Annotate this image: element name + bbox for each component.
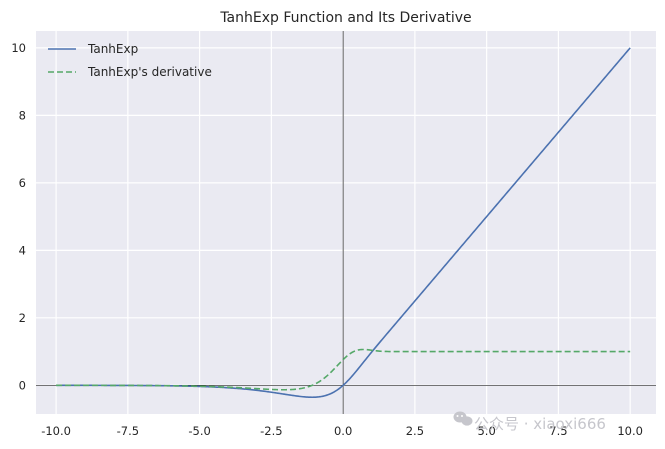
- plot-area: [36, 31, 656, 414]
- x-tick-label: -2.5: [260, 424, 282, 438]
- x-tick-label: 5.0: [477, 424, 495, 438]
- x-tick-label: 7.5: [549, 424, 567, 438]
- y-tick-label: 4: [19, 243, 26, 257]
- y-tick-label: 0: [19, 378, 26, 392]
- series-line-tanhexp_derivative: [56, 348, 631, 391]
- y-tick-label: 10: [11, 41, 26, 55]
- series-group: [56, 47, 631, 399]
- legend-label: TanhExp: [87, 42, 138, 56]
- x-tick-label: -7.5: [117, 424, 139, 438]
- y-tick-label: 2: [19, 311, 26, 325]
- watermark: 公众号 · xiaoxi666: [453, 411, 606, 433]
- x-tick-label: 10.0: [617, 424, 643, 438]
- legend: TanhExp TanhExp's derivative: [48, 42, 212, 79]
- tick-labels: -10.0 -7.5 -5.0 -2.5 0.0 2.5 5.0 7.5 10.0 0 2 4 6 8 10: [11, 41, 643, 438]
- watermark-text: 公众号 · xiaoxi666: [474, 415, 606, 433]
- x-tick-label: -10.0: [41, 424, 71, 438]
- y-tick-label: 6: [19, 176, 26, 190]
- wechat-icon: [453, 411, 473, 426]
- x-tick-label: -5.0: [188, 424, 210, 438]
- y-tick-label: 8: [19, 108, 26, 122]
- chart-title: TanhExp Function and Its Derivative: [219, 10, 471, 26]
- x-tick-label: 2.5: [406, 424, 424, 438]
- legend-label: TanhExp's derivative: [87, 65, 212, 79]
- x-tick-label: 0.0: [334, 424, 352, 438]
